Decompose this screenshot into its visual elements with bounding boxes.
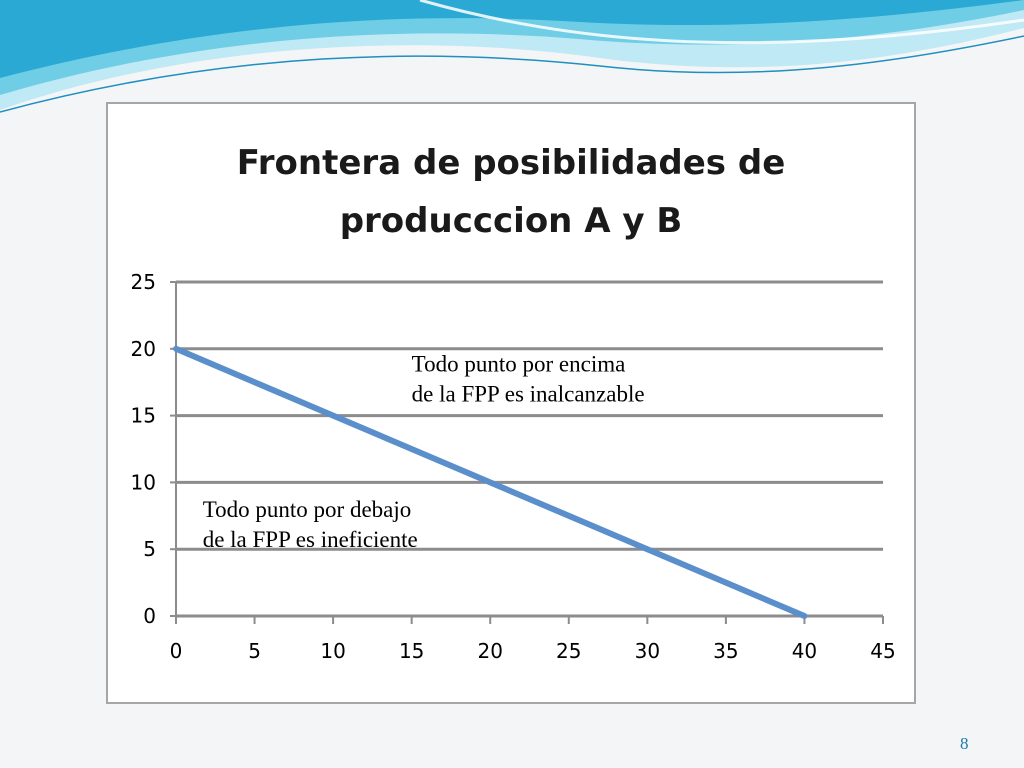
banner-wave-highlight <box>419 0 1024 45</box>
x-tick-label: 20 <box>477 639 502 663</box>
x-tick-label: 25 <box>556 639 581 663</box>
x-tick-label: 0 <box>170 639 183 663</box>
annotation-line: Todo punto por debajo <box>203 497 412 522</box>
x-tick-label: 40 <box>792 639 817 663</box>
chart-title-line: producccion A y B <box>340 201 683 241</box>
chart-title-line: Frontera de posibilidades de <box>237 143 786 183</box>
y-tick-label: 5 <box>143 537 156 561</box>
chart-series <box>173 345 808 619</box>
y-tick-label: 10 <box>131 470 156 494</box>
header-wave-banner <box>0 0 1024 113</box>
annotation-line: de la FPP es inalcanzable <box>412 382 645 407</box>
annotation-line: Todo punto por encima <box>412 352 626 377</box>
chart-frame: Frontera de posibilidades de producccion … <box>106 102 916 704</box>
chart-annotations: Todo punto por encima de la FPP es inalca… <box>203 352 645 553</box>
annotation-line: de la FPP es ineficiente <box>203 527 418 552</box>
x-tick-label: 5 <box>248 639 261 663</box>
x-tick-label: 30 <box>635 639 660 663</box>
x-tick-label: 45 <box>870 639 895 663</box>
chart-axes <box>170 281 884 624</box>
chart-gridlines <box>176 280 883 551</box>
x-tick-labels: 0 5 10 15 20 25 30 35 40 45 <box>170 639 896 663</box>
y-tick-label: 25 <box>131 270 156 294</box>
x-tick-label: 15 <box>399 639 424 663</box>
fpp-chart: Frontera de posibilidades de producccion … <box>131 143 896 663</box>
chart-title: Frontera de posibilidades de producccion … <box>237 143 786 241</box>
fpp-line <box>173 345 808 619</box>
page-number: 8 <box>960 734 969 753</box>
banner-wave-dark <box>0 0 1024 78</box>
y-tick-label: 15 <box>131 404 156 428</box>
banner-wave-line <box>0 35 1024 113</box>
x-tick-label: 10 <box>320 639 345 663</box>
y-tick-label: 20 <box>131 337 156 361</box>
y-tick-label: 0 <box>143 604 156 628</box>
x-tick-label: 35 <box>713 639 738 663</box>
y-tick-labels: 0 5 10 15 20 25 <box>131 270 156 628</box>
